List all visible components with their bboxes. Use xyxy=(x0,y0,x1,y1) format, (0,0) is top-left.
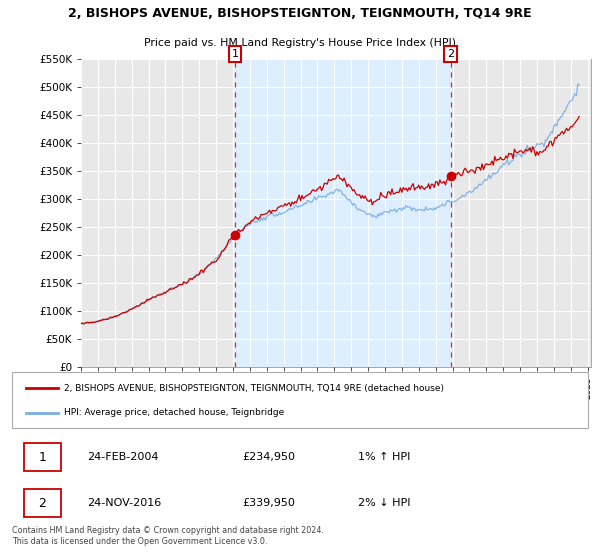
Text: 1: 1 xyxy=(232,49,239,59)
Text: 2: 2 xyxy=(38,497,46,510)
Bar xyxy=(235,59,451,367)
Text: £339,950: £339,950 xyxy=(242,498,295,508)
Text: HPI: Average price, detached house, Teignbridge: HPI: Average price, detached house, Teig… xyxy=(64,408,284,417)
FancyBboxPatch shape xyxy=(23,489,61,517)
Text: 2: 2 xyxy=(447,49,454,59)
Text: 2, BISHOPS AVENUE, BISHOPSTEIGNTON, TEIGNMOUTH, TQ14 9RE: 2, BISHOPS AVENUE, BISHOPSTEIGNTON, TEIG… xyxy=(68,7,532,20)
Text: 2, BISHOPS AVENUE, BISHOPSTEIGNTON, TEIGNMOUTH, TQ14 9RE (detached house): 2, BISHOPS AVENUE, BISHOPSTEIGNTON, TEIG… xyxy=(64,384,444,393)
Text: 1: 1 xyxy=(38,451,46,464)
Text: 2% ↓ HPI: 2% ↓ HPI xyxy=(358,498,410,508)
Text: Price paid vs. HM Land Registry's House Price Index (HPI): Price paid vs. HM Land Registry's House … xyxy=(144,38,456,48)
Text: 24-FEB-2004: 24-FEB-2004 xyxy=(87,452,158,462)
Text: £234,950: £234,950 xyxy=(242,452,295,462)
Text: 24-NOV-2016: 24-NOV-2016 xyxy=(87,498,161,508)
FancyBboxPatch shape xyxy=(23,444,61,471)
Text: 1% ↑ HPI: 1% ↑ HPI xyxy=(358,452,410,462)
Text: Contains HM Land Registry data © Crown copyright and database right 2024.
This d: Contains HM Land Registry data © Crown c… xyxy=(12,526,324,546)
